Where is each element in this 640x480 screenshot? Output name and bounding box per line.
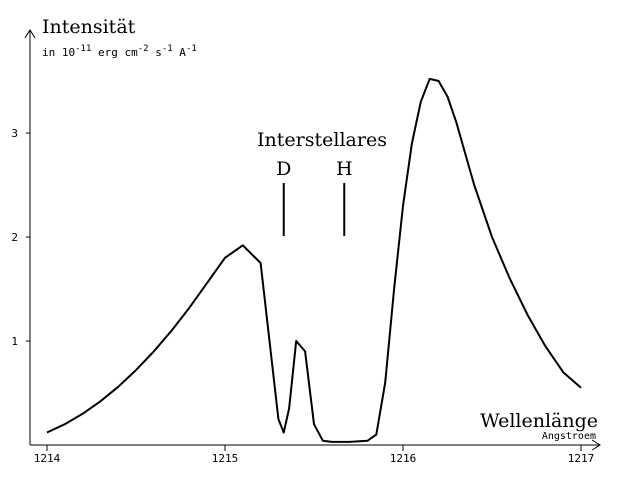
y-axis-arrow bbox=[24, 29, 36, 39]
annotation-title: Interstellares bbox=[257, 129, 387, 151]
x-tick-label-0: 1214 bbox=[34, 452, 61, 465]
annotation-label-d: D bbox=[276, 158, 291, 180]
y-tick-label-0: 1 bbox=[11, 335, 18, 348]
ticks-group: 1214 1215 1216 1217 1 2 3 bbox=[11, 127, 594, 465]
y-unit-mid1: erg cm bbox=[91, 46, 138, 59]
x-axis-title: Wellenlänge bbox=[480, 410, 598, 432]
annotation-label-h: H bbox=[336, 158, 353, 180]
spectrum-line-0 bbox=[46, 77, 582, 443]
series-group bbox=[46, 77, 582, 443]
y-tick-label-1: 2 bbox=[11, 231, 18, 244]
y-axis-unit: in 10-11 erg cm-2 s-1 A-1 bbox=[42, 44, 197, 59]
x-tick-label-2: 1216 bbox=[390, 452, 417, 465]
x-axis-unit: Angstroem bbox=[542, 431, 596, 442]
x-tick-label-3: 1217 bbox=[568, 452, 595, 465]
y-unit-exp3: -1 bbox=[162, 44, 173, 54]
y-unit-exp4: -1 bbox=[186, 44, 197, 54]
y-unit-prefix: in 10 bbox=[42, 46, 75, 59]
y-unit-exp2: -2 bbox=[138, 44, 149, 54]
y-unit-exp1: -11 bbox=[75, 44, 91, 54]
x-axis-arrow bbox=[591, 439, 601, 451]
y-tick-label-2: 3 bbox=[11, 127, 18, 140]
y-unit-mid2: s bbox=[149, 46, 162, 59]
y-axis-title: Intensität bbox=[42, 16, 136, 38]
y-unit-mid3: A bbox=[173, 46, 187, 59]
x-tick-label-1: 1215 bbox=[212, 452, 239, 465]
